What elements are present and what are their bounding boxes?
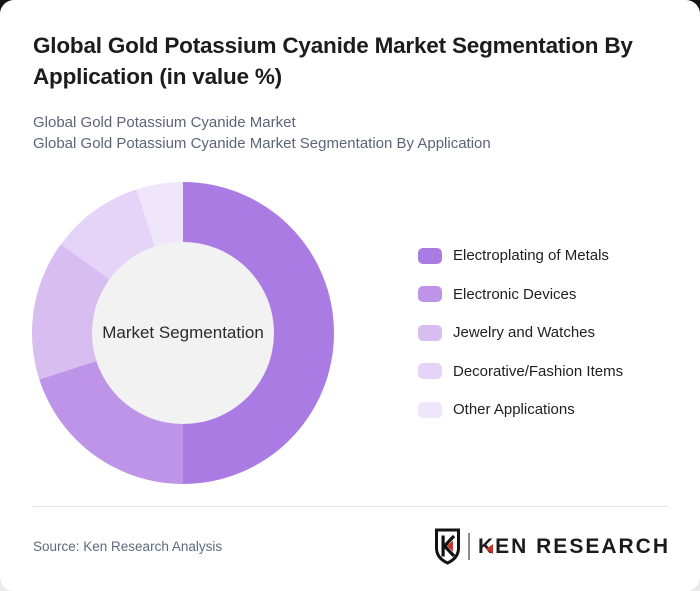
donut-chart: Market Segmentation bbox=[32, 182, 334, 484]
logo-wordmark: KEN RESEARCH bbox=[477, 534, 670, 558]
source-text: Source: Ken Research Analysis bbox=[33, 539, 223, 554]
subtitle-line-1: Global Gold Potassium Cyanide Market bbox=[33, 114, 296, 131]
chart-title: Global Gold Potassium Cyanide Market Seg… bbox=[33, 33, 633, 89]
donut-center: Market Segmentation bbox=[92, 242, 274, 424]
legend-label: Other Applications bbox=[453, 401, 575, 418]
logo-separator bbox=[467, 532, 470, 560]
legend-item: Jewelry and Watches bbox=[418, 324, 623, 341]
legend-item: Decorative/Fashion Items bbox=[418, 363, 623, 380]
legend: Electroplating of Metals Electronic Devic… bbox=[418, 247, 623, 440]
legend-label: Jewelry and Watches bbox=[453, 324, 596, 341]
logo-k-triangle-icon bbox=[485, 543, 493, 554]
legend-swatch bbox=[418, 247, 442, 264]
legend-label: Electroplating of Metals bbox=[453, 247, 609, 264]
legend-label: Electronic Devices bbox=[453, 285, 577, 303]
legend-swatch bbox=[418, 286, 442, 302]
legend-item: Other Applications bbox=[418, 401, 623, 418]
legend-item: Electronic Devices bbox=[418, 286, 623, 303]
legend-item: Electroplating of Metals bbox=[418, 247, 623, 264]
legend-label: Decorative/Fashion Items bbox=[453, 362, 624, 380]
ken-research-logo: KEN RESEARCH bbox=[434, 527, 670, 565]
ken-research-shield-icon bbox=[434, 528, 460, 565]
subtitle-line-2: Global Gold Potassium Cyanide Market Seg… bbox=[33, 135, 491, 152]
legend-swatch bbox=[418, 324, 442, 341]
donut-center-label: Market Segmentation bbox=[102, 323, 264, 342]
footer-divider bbox=[33, 506, 668, 507]
legend-swatch bbox=[418, 363, 442, 379]
chart-subtitle: Global Gold Potassium Cyanide Market Glo… bbox=[33, 112, 491, 154]
legend-swatch bbox=[418, 401, 442, 418]
